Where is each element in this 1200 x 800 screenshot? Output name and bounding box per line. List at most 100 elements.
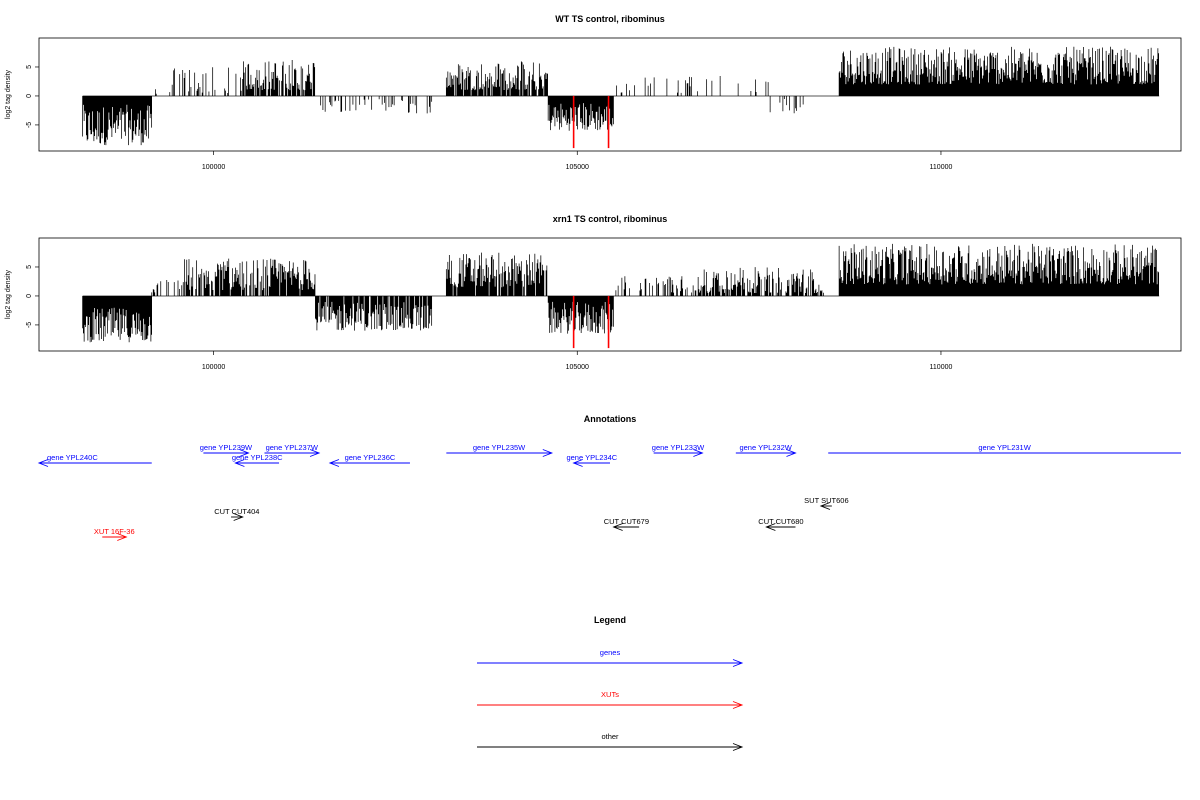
signal-segment xyxy=(445,61,548,96)
signal-segment xyxy=(445,252,548,296)
feature-label: gene YPL236C xyxy=(345,453,396,462)
signal-segment xyxy=(320,95,433,114)
legend-item: other xyxy=(477,732,744,751)
feature-label: CUT CUT679 xyxy=(604,517,649,526)
y-tick-label: 0 xyxy=(26,94,33,98)
feature-arrowhead xyxy=(819,502,831,510)
wt-panel: WT TS control, ribominus log2 tag density… xyxy=(5,14,1182,171)
feature-label: gene YPL234C xyxy=(566,453,617,462)
signal-bars xyxy=(616,76,769,96)
signal-bars xyxy=(838,243,1160,296)
feature-arrowhead xyxy=(234,459,245,467)
x-tick-label: 100000 xyxy=(202,364,225,371)
feature-label: XUT 16F-36 xyxy=(94,527,135,536)
signal-segment xyxy=(82,295,153,343)
feature-label: gene YPL232W xyxy=(739,443,792,452)
feature-arrowhead xyxy=(239,449,250,457)
signal-bars xyxy=(151,279,184,296)
y-tick-label: -5 xyxy=(26,322,33,328)
legend-item: XUTs xyxy=(477,690,744,709)
feature-arrowhead xyxy=(765,523,776,531)
feature-arrowhead xyxy=(572,459,583,467)
x-tick-label: 105000 xyxy=(566,364,589,371)
signal-segment xyxy=(155,89,171,96)
legend-panel: Legend genes XUTs other xyxy=(477,615,744,751)
y-axis-label: log2 tag density xyxy=(5,269,12,319)
legend-title: Legend xyxy=(594,615,626,625)
signal-segment xyxy=(616,76,769,96)
signal-bars xyxy=(445,252,548,296)
signal-bars xyxy=(769,95,804,114)
signal-bars xyxy=(547,95,614,131)
y-axis-label: log2 tag density xyxy=(5,69,12,119)
feature-arrowhead xyxy=(612,523,623,531)
x-tick-label: 105000 xyxy=(566,164,589,171)
feature-arrowhead xyxy=(786,449,797,457)
signal-segment xyxy=(615,276,694,296)
legend-label: genes xyxy=(600,648,621,657)
feature-arrowhead xyxy=(542,449,554,457)
signal-segment xyxy=(769,95,804,114)
x-tick-label: 100000 xyxy=(202,164,225,171)
signal-segment xyxy=(838,243,1160,296)
annotation-feature: gene YPL240C xyxy=(37,453,152,467)
annotation-feature: gene YPL235W xyxy=(446,443,554,457)
annotations-title: Annotations xyxy=(584,414,637,424)
feature-label: CUT CUT680 xyxy=(758,517,803,526)
feature-arrowhead xyxy=(233,513,244,521)
y-tick-label: -5 xyxy=(26,122,33,128)
legend-arrowhead xyxy=(732,743,744,751)
annotation-feature: gene YPL239W xyxy=(200,443,253,457)
xrn1-panel: xrn1 TS control, ribominus log2 tag densi… xyxy=(5,214,1182,371)
signal-bars xyxy=(82,95,153,146)
chart-title: WT TS control, ribominus xyxy=(555,14,665,24)
feature-label: gene YPL238C xyxy=(232,453,283,462)
signal-bars xyxy=(155,89,171,96)
annotation-feature: CUT CUT680 xyxy=(758,517,804,531)
annotation-feature: XUT 16F-36 xyxy=(94,527,135,541)
signal-segment xyxy=(315,295,433,331)
annotation-feature: SUT SUT606 xyxy=(804,496,849,510)
signal-segment xyxy=(838,46,1160,96)
annotation-feature: gene YPL237W xyxy=(264,443,321,457)
annotation-feature: gene YPL236C xyxy=(328,453,410,467)
feature-arrowhead xyxy=(117,533,128,541)
legend-item: genes xyxy=(477,648,744,667)
signal-bars xyxy=(838,46,1160,96)
feature-arrowhead xyxy=(328,459,340,467)
signal-segment xyxy=(82,95,153,146)
feature-label: CUT CUT404 xyxy=(214,507,259,516)
feature-arrowhead xyxy=(37,459,49,467)
chart-title: xrn1 TS control, ribominus xyxy=(553,214,668,224)
annotation-feature: gene YPL238C xyxy=(232,453,283,467)
feature-arrowhead xyxy=(309,449,321,457)
y-tick-label: 0 xyxy=(26,294,33,298)
feature-label: gene YPL231W xyxy=(978,443,1031,452)
feature-label: gene YPL240C xyxy=(47,453,98,462)
annotation-feature: CUT CUT404 xyxy=(214,507,259,521)
feature-label: gene YPL233W xyxy=(652,443,705,452)
feature-label: gene YPL235W xyxy=(473,443,526,452)
signal-bars xyxy=(82,295,153,343)
legend-arrowhead xyxy=(732,659,744,667)
signal-bars xyxy=(171,67,242,96)
annotation-feature: gene YPL233W xyxy=(652,443,705,457)
annotation-feature: gene YPL231W xyxy=(828,443,1181,454)
signal-bars xyxy=(184,258,316,296)
annotation-feature: gene YPL234C xyxy=(566,453,618,467)
y-tick-label: 5 xyxy=(26,265,33,269)
signal-segment xyxy=(547,95,614,131)
annotation-feature: CUT CUT679 xyxy=(604,517,649,531)
signal-segment xyxy=(694,267,824,296)
x-tick-label: 110000 xyxy=(930,164,953,171)
signal-segment xyxy=(151,279,184,296)
legend-label: XUTs xyxy=(601,690,619,699)
signal-segment xyxy=(242,59,316,96)
legend-arrowhead xyxy=(732,701,744,709)
signal-segment xyxy=(547,295,614,334)
plot-frame xyxy=(38,37,1182,152)
y-tick-label: 5 xyxy=(26,65,33,69)
x-tick-label: 110000 xyxy=(930,364,953,371)
signal-segment xyxy=(171,67,242,96)
